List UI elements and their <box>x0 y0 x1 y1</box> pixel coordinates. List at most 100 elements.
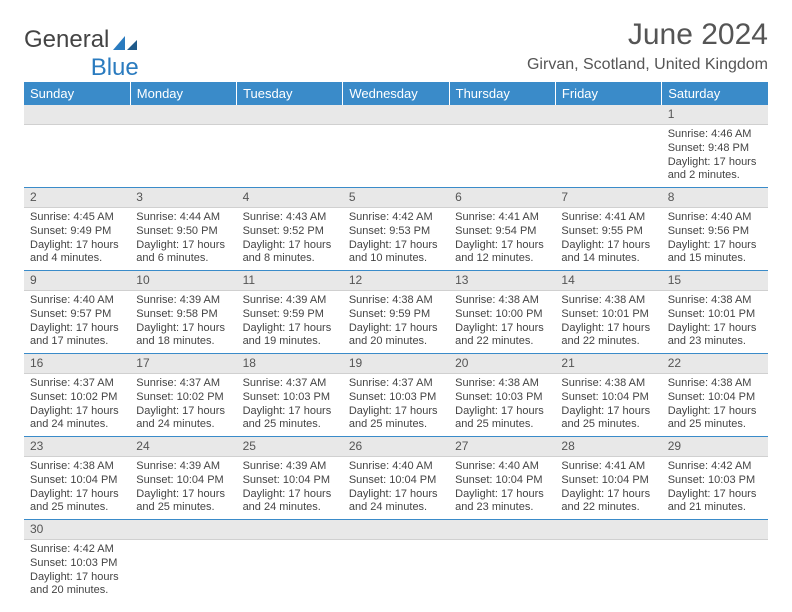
week-row: 9Sunrise: 4:40 AMSunset: 9:57 PMDaylight… <box>24 271 768 354</box>
day-number <box>555 520 661 540</box>
sunrise-line: Sunrise: 4:45 AM <box>30 211 114 223</box>
day-content: Sunrise: 4:38 AMSunset: 10:03 PMDaylight… <box>449 374 555 436</box>
daylight-line: Daylight: 17 hours and 19 minutes. <box>243 322 332 348</box>
day-cell: 20Sunrise: 4:38 AMSunset: 10:03 PMDaylig… <box>449 354 555 437</box>
day-content: Sunrise: 4:40 AMSunset: 10:04 PMDaylight… <box>449 457 555 519</box>
sunrise-line: Sunrise: 4:42 AM <box>349 211 433 223</box>
day-cell <box>343 520 449 603</box>
day-cell: 13Sunrise: 4:38 AMSunset: 10:00 PMDaylig… <box>449 271 555 354</box>
day-content: Sunrise: 4:43 AMSunset: 9:52 PMDaylight:… <box>237 208 343 270</box>
day-number: 25 <box>237 437 343 457</box>
week-row: 1Sunrise: 4:46 AMSunset: 9:48 PMDaylight… <box>24 105 768 188</box>
sunrise-line: Sunrise: 4:41 AM <box>455 211 539 223</box>
logo: General <box>24 26 139 54</box>
day-number: 13 <box>449 271 555 291</box>
sunset-line: Sunset: 9:58 PM <box>136 308 217 320</box>
day-cell <box>237 105 343 188</box>
daylight-line: Daylight: 17 hours and 23 minutes. <box>668 322 757 348</box>
daylight-line: Daylight: 17 hours and 6 minutes. <box>136 239 225 265</box>
day-content: Sunrise: 4:38 AMSunset: 10:04 PMDaylight… <box>662 374 768 436</box>
day-cell: 3Sunrise: 4:44 AMSunset: 9:50 PMDaylight… <box>130 188 236 271</box>
day-cell: 24Sunrise: 4:39 AMSunset: 10:04 PMDaylig… <box>130 437 236 520</box>
day-number: 24 <box>130 437 236 457</box>
daylight-line: Daylight: 17 hours and 25 minutes. <box>30 488 119 514</box>
day-cell: 22Sunrise: 4:38 AMSunset: 10:04 PMDaylig… <box>662 354 768 437</box>
sunrise-line: Sunrise: 4:38 AM <box>455 294 539 306</box>
day-cell: 10Sunrise: 4:39 AMSunset: 9:58 PMDayligh… <box>130 271 236 354</box>
day-content: Sunrise: 4:37 AMSunset: 10:03 PMDaylight… <box>237 374 343 436</box>
day-cell: 2Sunrise: 4:45 AMSunset: 9:49 PMDaylight… <box>24 188 130 271</box>
sunrise-line: Sunrise: 4:39 AM <box>243 460 327 472</box>
day-cell: 27Sunrise: 4:40 AMSunset: 10:04 PMDaylig… <box>449 437 555 520</box>
daylight-line: Daylight: 17 hours and 17 minutes. <box>30 322 119 348</box>
day-cell: 8Sunrise: 4:40 AMSunset: 9:56 PMDaylight… <box>662 188 768 271</box>
day-number <box>237 105 343 125</box>
daylight-line: Daylight: 17 hours and 25 minutes. <box>136 488 225 514</box>
day-number: 9 <box>24 271 130 291</box>
day-cell: 16Sunrise: 4:37 AMSunset: 10:02 PMDaylig… <box>24 354 130 437</box>
day-number: 17 <box>130 354 236 374</box>
day-content: Sunrise: 4:38 AMSunset: 10:00 PMDaylight… <box>449 291 555 353</box>
title-block: June 2024 Girvan, Scotland, United Kingd… <box>527 18 768 74</box>
sunset-line: Sunset: 10:04 PM <box>561 474 648 486</box>
daylight-line: Daylight: 17 hours and 12 minutes. <box>455 239 544 265</box>
daylight-line: Daylight: 17 hours and 25 minutes. <box>561 405 650 431</box>
daylight-line: Daylight: 17 hours and 10 minutes. <box>349 239 438 265</box>
day-number: 3 <box>130 188 236 208</box>
sunrise-line: Sunrise: 4:38 AM <box>561 294 645 306</box>
daylight-line: Daylight: 17 hours and 25 minutes. <box>668 405 757 431</box>
daylight-line: Daylight: 17 hours and 24 minutes. <box>136 405 225 431</box>
day-header: Friday <box>555 82 661 105</box>
sunrise-line: Sunrise: 4:37 AM <box>349 377 433 389</box>
day-cell: 11Sunrise: 4:39 AMSunset: 9:59 PMDayligh… <box>237 271 343 354</box>
day-cell: 18Sunrise: 4:37 AMSunset: 10:03 PMDaylig… <box>237 354 343 437</box>
day-content: Sunrise: 4:42 AMSunset: 9:53 PMDaylight:… <box>343 208 449 270</box>
week-row: 2Sunrise: 4:45 AMSunset: 9:49 PMDaylight… <box>24 188 768 271</box>
day-cell: 25Sunrise: 4:39 AMSunset: 10:04 PMDaylig… <box>237 437 343 520</box>
day-number <box>24 105 130 125</box>
sunset-line: Sunset: 10:04 PM <box>349 474 436 486</box>
logo-text-1: General <box>24 26 109 54</box>
month-title: June 2024 <box>527 18 768 52</box>
sunset-line: Sunset: 10:04 PM <box>136 474 223 486</box>
day-number: 28 <box>555 437 661 457</box>
sunset-line: Sunset: 10:04 PM <box>243 474 330 486</box>
day-cell: 30Sunrise: 4:42 AMSunset: 10:03 PMDaylig… <box>24 520 130 603</box>
daylight-line: Daylight: 17 hours and 20 minutes. <box>349 322 438 348</box>
sunset-line: Sunset: 10:04 PM <box>30 474 117 486</box>
sunrise-line: Sunrise: 4:38 AM <box>668 294 752 306</box>
day-cell: 28Sunrise: 4:41 AMSunset: 10:04 PMDaylig… <box>555 437 661 520</box>
day-cell: 17Sunrise: 4:37 AMSunset: 10:02 PMDaylig… <box>130 354 236 437</box>
week-row: 23Sunrise: 4:38 AMSunset: 10:04 PMDaylig… <box>24 437 768 520</box>
sunset-line: Sunset: 10:04 PM <box>561 391 648 403</box>
sunset-line: Sunset: 9:55 PM <box>561 225 642 237</box>
sunset-line: Sunset: 10:03 PM <box>668 474 755 486</box>
sunrise-line: Sunrise: 4:43 AM <box>243 211 327 223</box>
day-content: Sunrise: 4:38 AMSunset: 10:01 PMDaylight… <box>555 291 661 353</box>
sunset-line: Sunset: 9:50 PM <box>136 225 217 237</box>
sunset-line: Sunset: 9:56 PM <box>668 225 749 237</box>
day-number: 26 <box>343 437 449 457</box>
day-content: Sunrise: 4:46 AMSunset: 9:48 PMDaylight:… <box>662 125 768 187</box>
sunset-line: Sunset: 10:02 PM <box>136 391 223 403</box>
day-number: 7 <box>555 188 661 208</box>
day-content: Sunrise: 4:38 AMSunset: 10:04 PMDaylight… <box>24 457 130 519</box>
day-content: Sunrise: 4:39 AMSunset: 10:04 PMDaylight… <box>237 457 343 519</box>
day-cell <box>555 520 661 603</box>
day-cell: 14Sunrise: 4:38 AMSunset: 10:01 PMDaylig… <box>555 271 661 354</box>
day-content: Sunrise: 4:39 AMSunset: 10:04 PMDaylight… <box>130 457 236 519</box>
day-content: Sunrise: 4:38 AMSunset: 10:04 PMDaylight… <box>555 374 661 436</box>
sunset-line: Sunset: 9:59 PM <box>349 308 430 320</box>
day-number <box>130 105 236 125</box>
logo-text-2: Blue <box>91 54 139 82</box>
daylight-line: Daylight: 17 hours and 15 minutes. <box>668 239 757 265</box>
sunset-line: Sunset: 10:02 PM <box>30 391 117 403</box>
day-number: 15 <box>662 271 768 291</box>
day-content: Sunrise: 4:39 AMSunset: 9:58 PMDaylight:… <box>130 291 236 353</box>
day-content: Sunrise: 4:37 AMSunset: 10:02 PMDaylight… <box>130 374 236 436</box>
day-cell <box>449 520 555 603</box>
day-number <box>343 520 449 540</box>
day-number: 18 <box>237 354 343 374</box>
daylight-line: Daylight: 17 hours and 22 minutes. <box>561 322 650 348</box>
day-cell: 9Sunrise: 4:40 AMSunset: 9:57 PMDaylight… <box>24 271 130 354</box>
